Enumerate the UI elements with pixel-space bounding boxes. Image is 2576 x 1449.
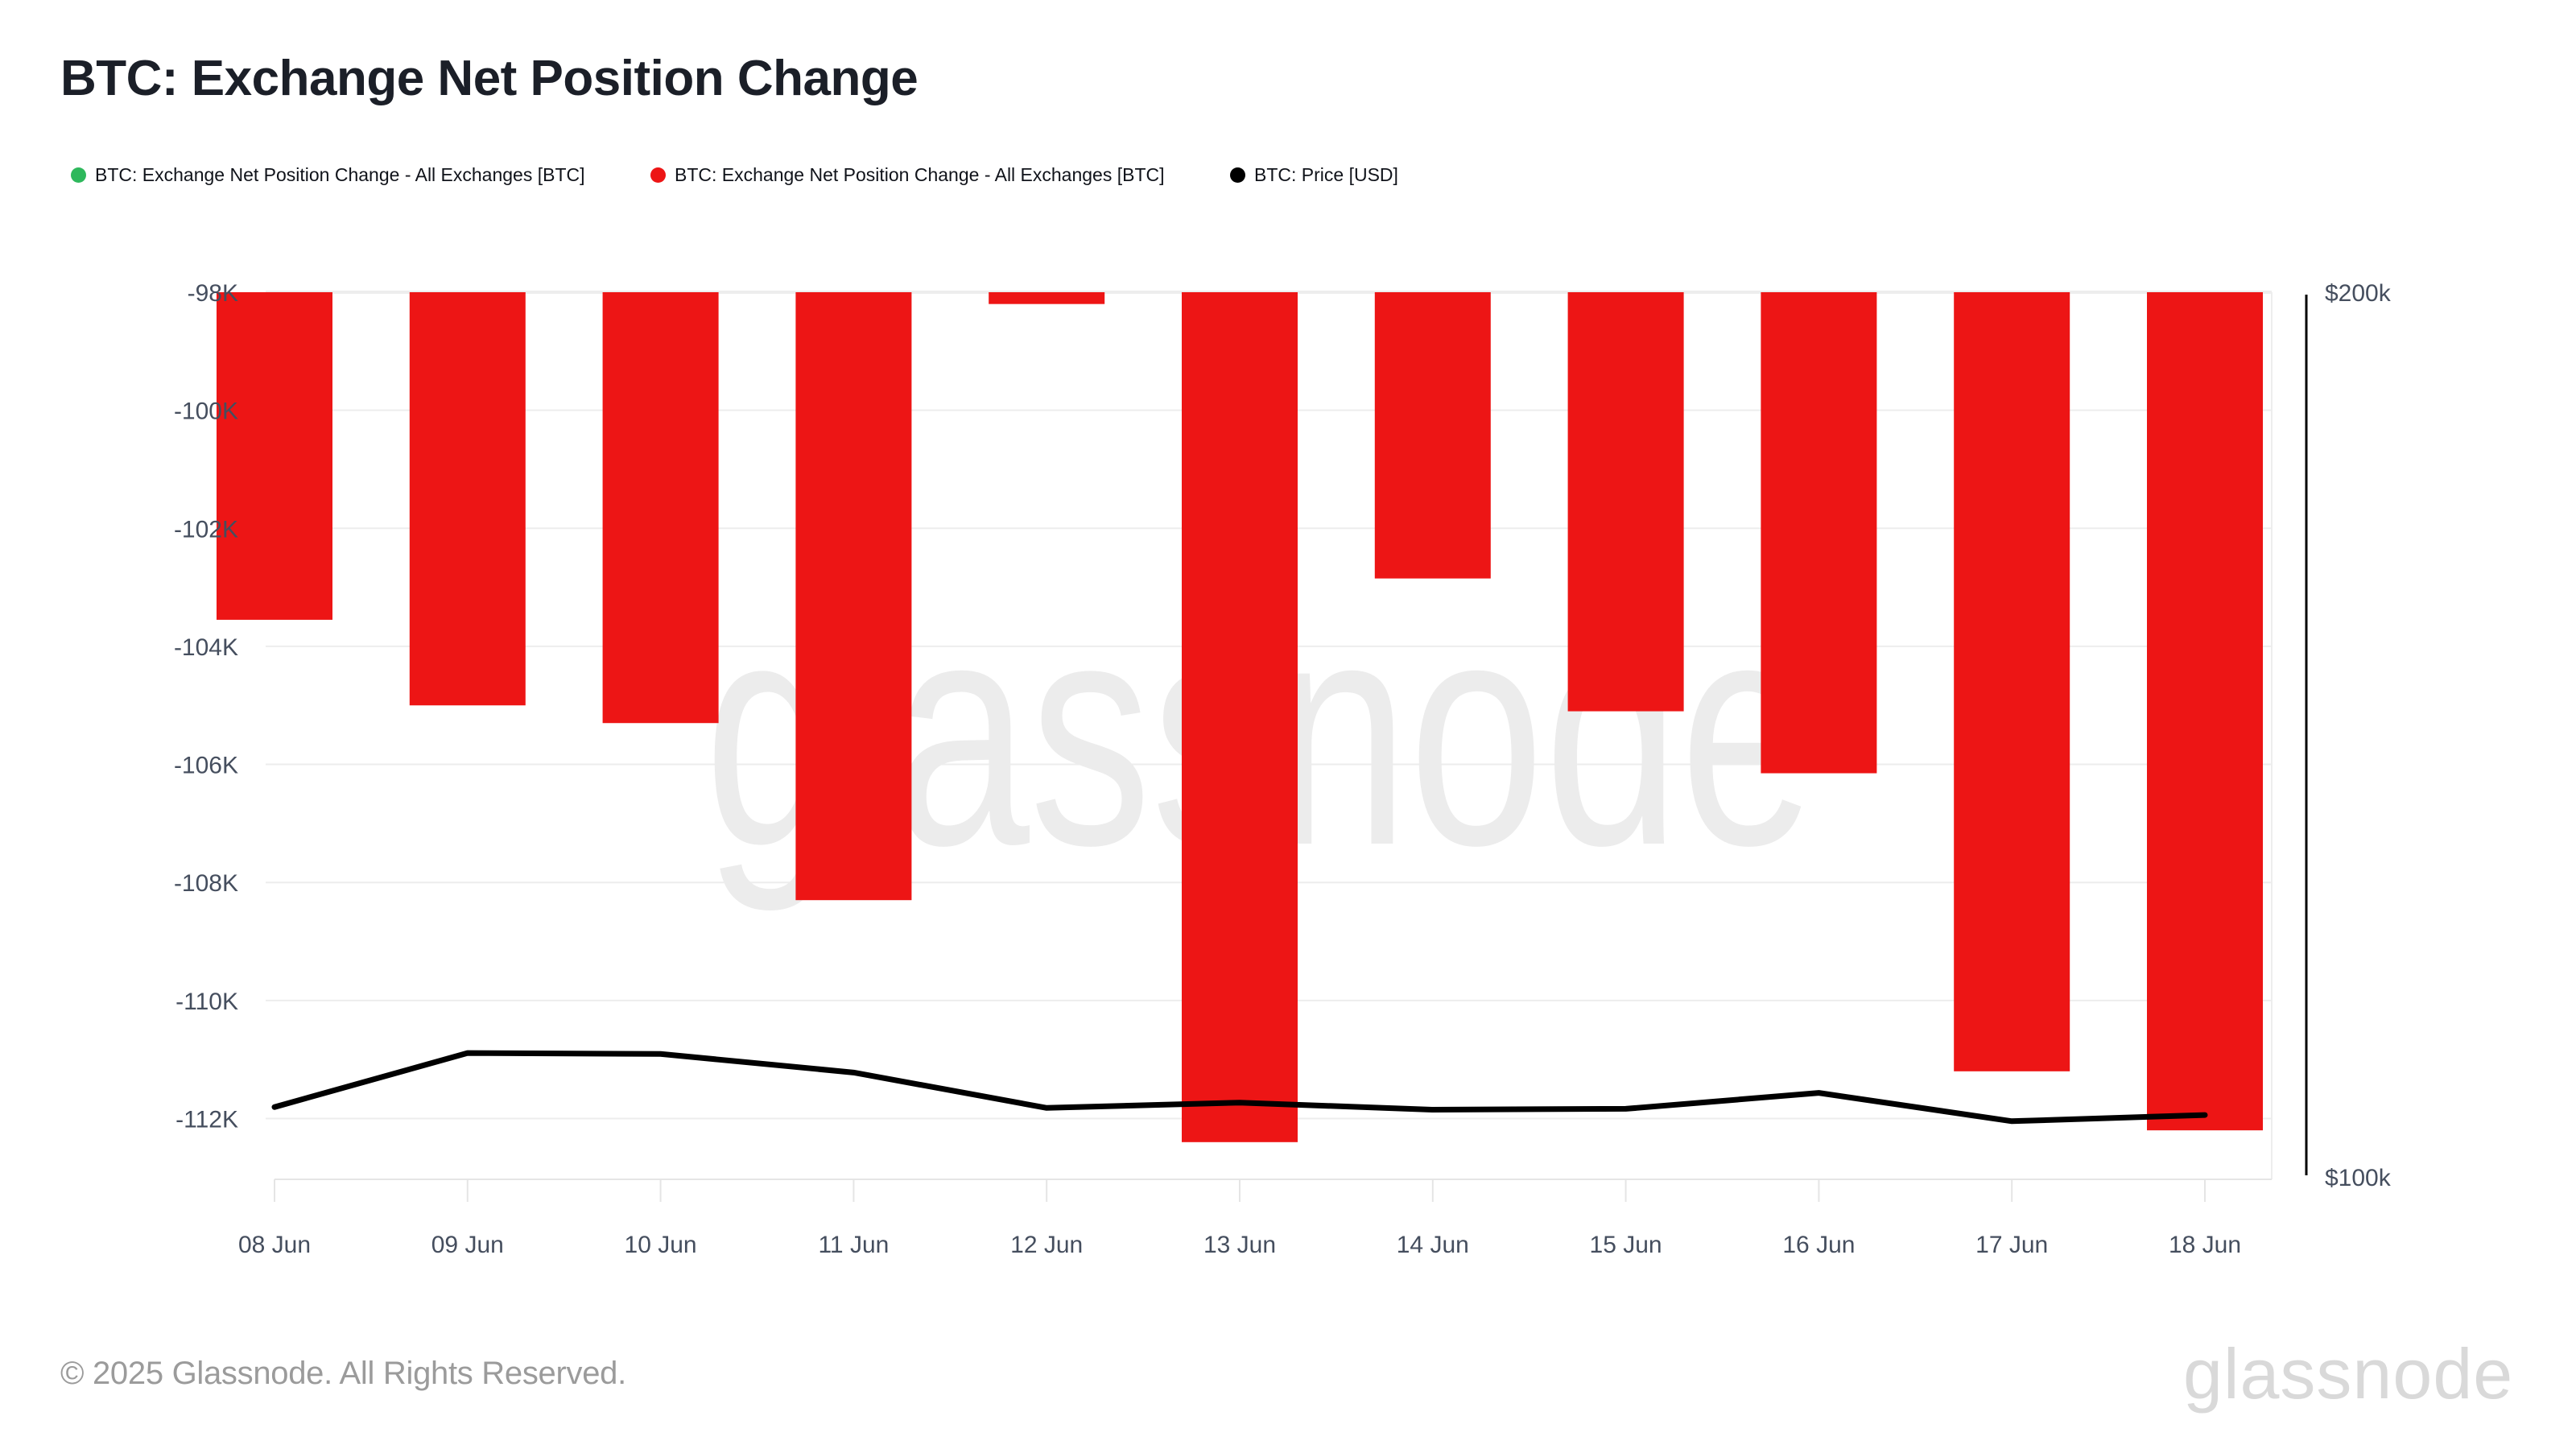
y-axis-label--108k: -108K: [174, 870, 238, 897]
x-axis-label-16-jun: 16 Jun: [1782, 1232, 1855, 1258]
right-axis-label-100k: $100k: [2325, 1165, 2392, 1191]
y-axis-label--106k: -106K: [174, 753, 238, 779]
x-axis-label-09-jun: 09 Jun: [431, 1232, 504, 1258]
chart-legend: BTC: Exchange Net Position Change - All …: [0, 0, 2576, 209]
legend-item-label: BTC: Exchange Net Position Change - All …: [95, 163, 585, 185]
bar-17-jun[interactable]: [1954, 292, 2070, 1071]
x-axis-label-17-jun: 17 Jun: [1975, 1232, 2048, 1258]
x-axis-label-14-jun: 14 Jun: [1397, 1232, 1469, 1258]
bar-15-jun[interactable]: [1567, 292, 1684, 712]
legend-item-price[interactable]: BTC: Price [USD]: [1230, 161, 1398, 188]
glassnode-logo: glassnode: [2183, 1334, 2514, 1414]
right-axis-label-200k: $200k: [2325, 280, 2392, 307]
x-axis-label-12-jun: 12 Jun: [1010, 1232, 1083, 1258]
x-axis-label-13-jun: 13 Jun: [1203, 1232, 1276, 1258]
bar-16-jun[interactable]: [1761, 292, 1877, 774]
price-line: [271, 1050, 2208, 1125]
legend-swatch-icon: [71, 167, 86, 183]
y-axis-label--104k: -104K: [174, 634, 238, 661]
y-axis-label--100k: -100K: [174, 398, 238, 425]
legend-item-label: BTC: Exchange Net Position Change - All …: [675, 163, 1165, 185]
bar-13-jun[interactable]: [1182, 292, 1298, 1142]
legend-item-net-position-change-green[interactable]: BTC: Exchange Net Position Change - All …: [71, 161, 585, 188]
legend-swatch-icon: [650, 167, 666, 183]
x-axis-label-18-jun: 18 Jun: [2169, 1232, 2241, 1258]
legend-swatch-icon: [1230, 167, 1245, 183]
bar-14-jun[interactable]: [1374, 292, 1491, 579]
y-axis-label--110k: -110K: [175, 989, 238, 1015]
axes-layer: -98K -100K -102K -104K -106K -108K -110K -112K 0…: [174, 280, 2392, 1258]
bar-18-jun[interactable]: [2147, 292, 2263, 1131]
bar-11-jun[interactable]: [795, 292, 912, 901]
bar-12-jun[interactable]: [989, 292, 1105, 304]
bar-09-jun[interactable]: [409, 292, 526, 706]
legend-item-label: BTC: Price [USD]: [1254, 163, 1398, 185]
price-line-layer: [271, 1050, 2208, 1125]
legend-item-net-position-change-red[interactable]: BTC: Exchange Net Position Change - All …: [650, 161, 1165, 188]
y-axis-label--102k: -102K: [174, 516, 238, 543]
bars-layer: [217, 292, 2263, 1142]
x-axis-label-15-jun: 15 Jun: [1590, 1232, 1662, 1258]
bar-10-jun[interactable]: [602, 292, 719, 724]
bar-08-jun[interactable]: [217, 292, 332, 620]
y-axis-label--98k: -98K: [188, 280, 238, 307]
copyright-text: © 2025 Glassnode. All Rights Reserved.: [60, 1356, 626, 1391]
y-axis-label--112k: -112K: [175, 1106, 238, 1133]
x-axis-label-11-jun: 11 Jun: [818, 1232, 889, 1258]
page-title: BTC: Exchange Net Position Change: [60, 51, 919, 106]
x-axis-label-10-jun: 10 Jun: [625, 1232, 697, 1258]
x-axis-label-08-jun: 08 Jun: [238, 1232, 311, 1258]
